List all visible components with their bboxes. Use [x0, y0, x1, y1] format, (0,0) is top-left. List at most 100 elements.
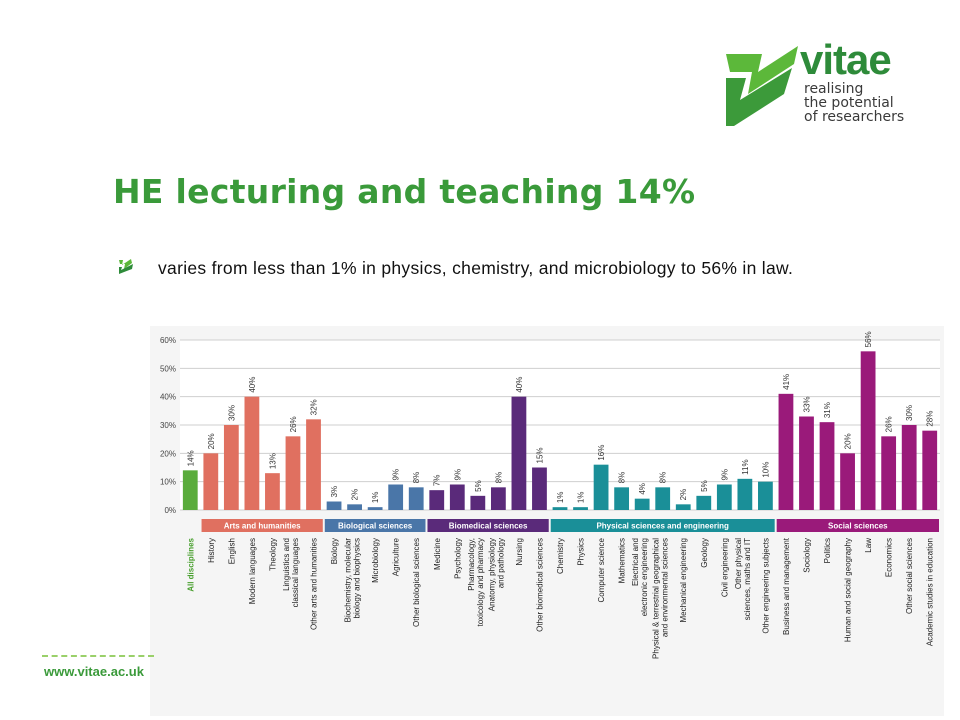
bar: [532, 467, 547, 510]
bar: [634, 498, 650, 510]
data-label: 40%: [515, 377, 524, 393]
slide-title: HE lecturing and teaching 14%: [113, 172, 696, 211]
data-label: 32%: [310, 399, 319, 415]
group-header-label: Biomedical sciences: [449, 522, 528, 531]
data-label: 15%: [535, 447, 544, 463]
data-label: 30%: [227, 405, 236, 421]
data-label: 31%: [823, 402, 832, 418]
bar: [922, 430, 938, 510]
y-tick-label: 30%: [160, 421, 176, 430]
data-label: 11%: [741, 459, 750, 474]
y-tick-label: 40%: [160, 393, 176, 402]
category-label: Other biological sciences: [412, 538, 421, 627]
vitae-mark-icon: [726, 46, 798, 126]
category-label: English: [227, 538, 236, 564]
group-header: [550, 519, 775, 532]
group-header-label: Physical sciences and engineering: [596, 522, 729, 531]
category-label: Civil engineering: [720, 538, 729, 597]
bar: [470, 495, 486, 510]
group-header: [201, 519, 323, 532]
data-label: 9%: [720, 469, 729, 481]
category-label: Mechanical engineering: [679, 538, 688, 623]
data-label: 40%: [248, 377, 257, 393]
bar: [285, 436, 301, 510]
data-label: 13%: [268, 453, 277, 469]
category-label: Academic studies in education: [926, 538, 935, 646]
vitae-tagline: realising the potential of researchers: [804, 82, 904, 124]
group-header: [427, 519, 549, 532]
category-label: biology and biophysics: [353, 538, 362, 619]
bar: [573, 507, 588, 510]
tagline-line: of researchers: [804, 109, 905, 125]
category-label: Geology: [700, 538, 709, 568]
bar: [799, 416, 814, 510]
bar: [265, 473, 280, 510]
data-label: 10%: [761, 462, 770, 478]
bar: [306, 419, 321, 510]
data-label: 8%: [494, 472, 503, 484]
category-label: toxicology and pharmacy: [476, 538, 485, 627]
data-label: 20%: [844, 433, 853, 449]
bar: [244, 396, 260, 510]
bar-chart: 0% 10% 20% 30% 40% 50% 60% 14% 20% 30% 40% 13% 26% 32…: [150, 326, 944, 716]
data-label: 1%: [371, 492, 380, 504]
bar: [203, 453, 219, 510]
category-label: Business and management: [782, 537, 791, 635]
data-label: 8%: [412, 472, 421, 484]
data-label: 14%: [186, 450, 195, 466]
category-label: All disciplines: [186, 537, 195, 591]
vitae-logo: vitae realising the potential of researc…: [722, 36, 922, 132]
category-label: classical languages: [291, 538, 300, 607]
category-label: Mathematics: [618, 538, 627, 583]
category-label: Nursing: [515, 538, 524, 566]
bar: [511, 396, 527, 510]
category-label: Biology: [330, 538, 339, 564]
bar: [552, 507, 568, 510]
bar: [614, 487, 630, 510]
category-label: Law: [864, 538, 873, 553]
data-label: 2%: [679, 489, 688, 501]
data-label: 26%: [885, 416, 894, 432]
y-tick-label: 60%: [160, 336, 176, 345]
bar: [429, 490, 445, 510]
y-tick-label: 20%: [160, 449, 176, 458]
category-label: Human and social geography: [844, 538, 853, 642]
footer-website: www.vitae.ac.uk: [44, 664, 144, 679]
bar: [675, 504, 691, 510]
category-label: Other arts and humanities: [310, 538, 319, 630]
y-tick-label: 10%: [160, 478, 176, 487]
bullet-arrow-icon: [119, 259, 133, 274]
data-label: 26%: [289, 416, 298, 432]
category-label: Linguistics and: [282, 538, 291, 591]
bar: [449, 484, 465, 510]
vitae-wordmark: vitae: [800, 36, 892, 83]
bar: [737, 478, 753, 510]
category-label: Physics: [577, 538, 586, 566]
group-header-label: Social sciences: [828, 522, 888, 531]
bar: [778, 393, 794, 510]
category-label: sciences, maths and IT: [743, 538, 752, 620]
data-label: 33%: [802, 396, 811, 412]
data-label: 5%: [474, 480, 483, 492]
tagline-line: realising: [804, 81, 864, 97]
category-label: Psychology: [453, 538, 462, 579]
data-label: 41%: [782, 374, 791, 390]
data-label: 3%: [330, 486, 339, 498]
y-tick-label: 50%: [160, 364, 176, 373]
category-label: and environmental sciences: [661, 538, 670, 637]
category-label: Other physical: [734, 538, 743, 589]
bar: [347, 504, 362, 510]
group-header: [324, 519, 426, 532]
data-label: 2%: [351, 489, 360, 501]
bar: [696, 495, 712, 510]
bar: [223, 425, 239, 510]
category-label: Modern languages: [248, 538, 257, 604]
category-label: Electrical and: [631, 538, 640, 586]
data-label: 9%: [392, 469, 401, 481]
data-label: 16%: [597, 445, 606, 461]
category-label: Biochemistry, molecular: [344, 538, 353, 623]
bar: [182, 470, 198, 510]
category-label: Pharmacology,: [467, 538, 476, 591]
bar: [716, 484, 732, 510]
data-label: 8%: [659, 472, 668, 484]
